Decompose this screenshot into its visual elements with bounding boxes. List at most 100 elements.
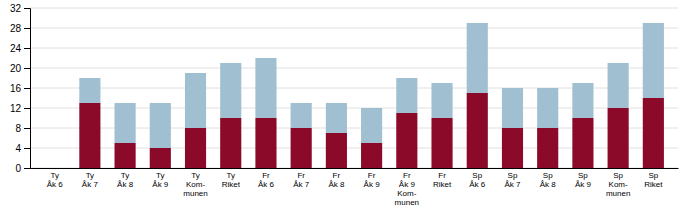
tick: TyÅk 9	[152, 171, 169, 189]
series	[79, 23, 664, 148]
bar	[220, 63, 241, 118]
tick-label: 4	[15, 143, 21, 154]
y-axis: 048121620242832	[10, 3, 31, 174]
tick: 12	[10, 103, 30, 114]
tick-label: 28	[10, 23, 22, 34]
grid-line	[30, 8, 678, 9]
tick-label-line: Sp	[613, 171, 623, 180]
tick-label: TyKom-munen	[183, 171, 207, 198]
tick-label: SpÅk 7	[504, 171, 521, 189]
tick-label-line: Åk 9	[575, 180, 592, 189]
tick-label-line: Fr	[333, 171, 341, 180]
tick-label-line: Fr	[403, 171, 411, 180]
tick-label-line: Ty	[121, 171, 129, 180]
tick-mark	[24, 168, 30, 169]
tick: FrÅk 6	[258, 171, 275, 189]
tick-mark	[24, 48, 30, 49]
tick-label-line: munen	[606, 189, 630, 198]
bar	[608, 108, 629, 168]
bar	[150, 148, 171, 168]
tick-label-line: munen	[183, 189, 207, 198]
grid-line	[30, 48, 678, 49]
tick-label-line: Åk 8	[540, 180, 557, 189]
bar	[572, 118, 593, 168]
axis-line	[24, 9, 31, 169]
bar	[502, 88, 523, 128]
tick-label-line: Ty	[50, 171, 58, 180]
bar	[115, 103, 136, 143]
tick-label-line: Åk 7	[82, 180, 99, 189]
tick: SpRiket	[644, 171, 663, 189]
tick: 8	[15, 123, 30, 134]
bar	[431, 83, 452, 118]
tick: 16	[10, 83, 30, 94]
tick-label: FrÅk 6	[258, 171, 275, 189]
tick-label: SpÅk 8	[540, 171, 557, 189]
tick-label-line: Sp	[472, 171, 482, 180]
grid-line	[30, 68, 678, 69]
tick: TyKom-munen	[183, 171, 207, 198]
tick-mark	[24, 148, 30, 149]
bar	[467, 23, 488, 93]
bar	[115, 143, 136, 168]
tick-label: TyÅk 9	[152, 171, 169, 189]
bar	[643, 98, 664, 168]
bar	[220, 118, 241, 168]
tick-label-line: munen	[395, 198, 419, 207]
tick-label-line: Åk 9	[364, 180, 381, 189]
tick: TyRiket	[222, 171, 241, 189]
tick-label: 12	[10, 103, 22, 114]
tick-label: FrÅk 9Kom-munen	[395, 171, 419, 207]
tick: TyÅk 6	[47, 171, 64, 189]
bar	[255, 58, 276, 118]
bar	[431, 118, 452, 168]
tick-label-line: Fr	[297, 171, 305, 180]
tick-label-line: Ty	[227, 171, 235, 180]
tick-label-line: Ty	[191, 171, 199, 180]
bar	[185, 73, 206, 128]
bar	[608, 63, 629, 108]
bar	[44, 168, 65, 169]
chart: 048121620242832TyÅk 6TyÅk 7TyÅk 8TyÅk 9T…	[0, 0, 686, 212]
tick-label-line: Sp	[578, 171, 588, 180]
bars	[79, 23, 664, 168]
tick: FrÅk 9Kom-munen	[395, 171, 419, 207]
bar	[467, 93, 488, 168]
tick: SpÅk 7	[504, 171, 521, 189]
tick: 20	[10, 63, 30, 74]
tick-label: SpRiket	[644, 171, 663, 189]
tick-label-line: Fr	[262, 171, 270, 180]
tick: TyÅk 7	[82, 171, 99, 189]
bar	[502, 128, 523, 168]
tick: FrÅk 8	[328, 171, 345, 189]
bar	[537, 88, 558, 128]
tick-label-line: Åk 8	[328, 180, 345, 189]
tick-label: SpKom-munen	[606, 171, 630, 198]
bar	[79, 103, 100, 168]
bar	[291, 103, 312, 128]
tick: FrRiket	[433, 171, 452, 189]
axis-line	[31, 168, 679, 169]
tick-label: SpÅk 6	[469, 171, 486, 189]
bar	[185, 128, 206, 168]
tick-label-line: Kom-	[186, 180, 205, 189]
plot: 048121620242832TyÅk 6TyÅk 7TyÅk 8TyÅk 9T…	[10, 3, 679, 207]
tick: FrÅk 9	[364, 171, 381, 189]
bar	[572, 83, 593, 118]
bar	[361, 143, 382, 168]
tick-label: 32	[10, 3, 22, 14]
tick-label: FrÅk 7	[293, 171, 310, 189]
tick-label-line: Sp	[508, 171, 518, 180]
tick-label: FrÅk 8	[328, 171, 345, 189]
x-axis: TyÅk 6TyÅk 7TyÅk 8TyÅk 9TyKom-munenTyRik…	[31, 169, 679, 207]
tick-label: SpÅk 9	[575, 171, 592, 189]
tick-label-line: Kom-	[609, 180, 628, 189]
tick-label-line: Fr	[438, 171, 446, 180]
bar	[643, 23, 664, 98]
tick-label-line: Åk 7	[293, 180, 310, 189]
tick: SpÅk 9	[575, 171, 592, 189]
tick: SpKom-munen	[606, 171, 630, 198]
bar	[361, 108, 382, 143]
grid	[30, 8, 678, 168]
bar	[326, 103, 347, 133]
